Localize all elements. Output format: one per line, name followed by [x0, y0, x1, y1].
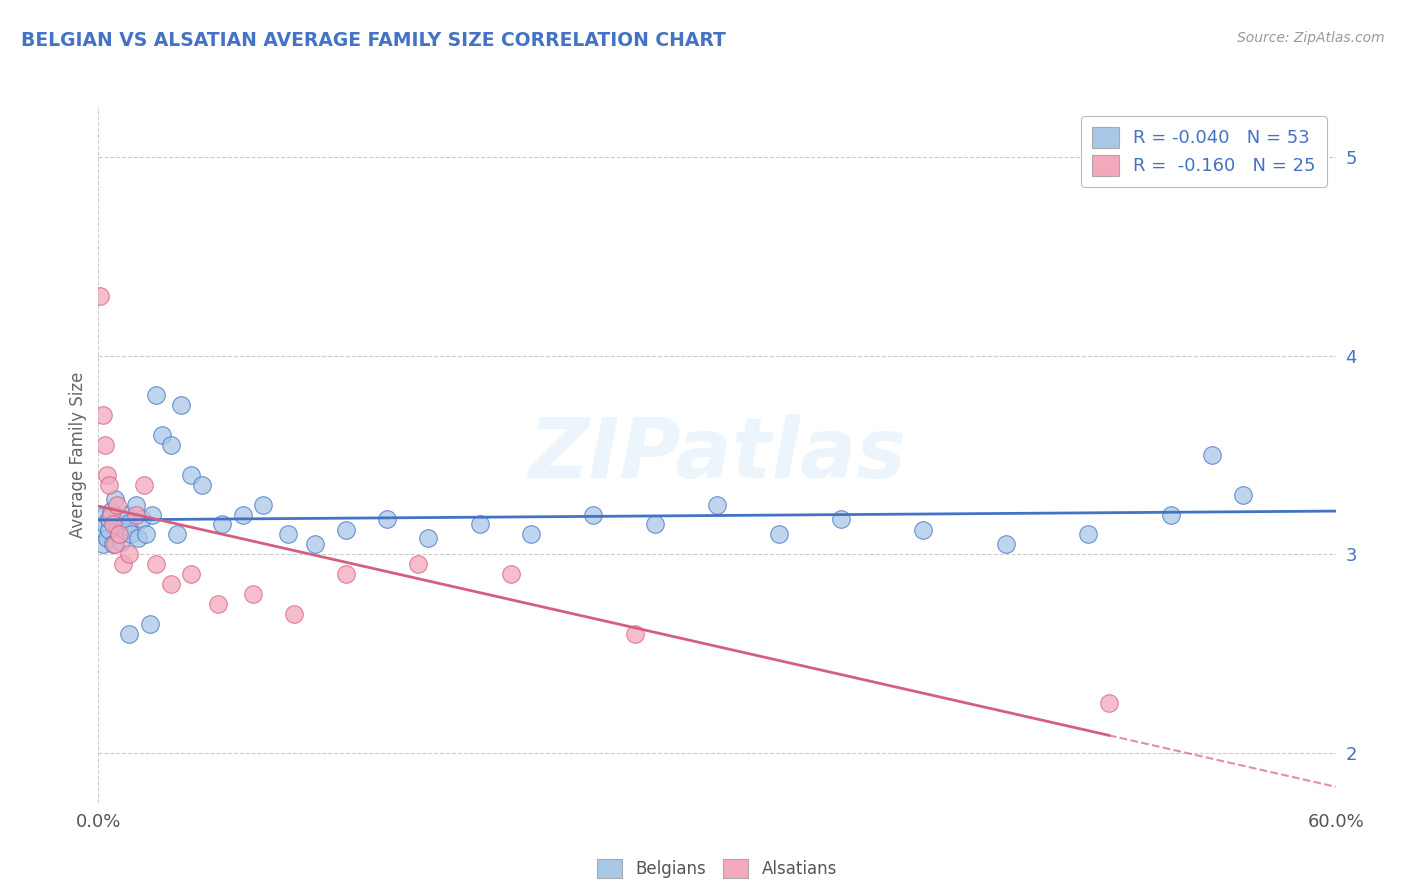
Point — [91, 537, 114, 551]
Point — [768, 527, 790, 541]
Point — [131, 511, 153, 525]
Point — [120, 527, 142, 541]
Point — [375, 511, 398, 525]
Point — [89, 289, 111, 303]
Text: Source: ZipAtlas.com: Source: ZipAtlas.com — [1237, 31, 1385, 45]
Point — [132, 477, 155, 491]
Point — [91, 408, 114, 422]
Point — [1098, 697, 1121, 711]
Point — [104, 537, 127, 551]
Point — [114, 524, 136, 538]
Point — [145, 388, 167, 402]
Point — [108, 527, 131, 541]
Point — [145, 558, 167, 572]
Point — [406, 558, 429, 572]
Point — [104, 491, 127, 506]
Point — [101, 517, 124, 532]
Point — [93, 508, 115, 522]
Point — [110, 535, 132, 549]
Point — [912, 524, 935, 538]
Point — [1077, 527, 1099, 541]
Y-axis label: Average Family Size: Average Family Size — [69, 372, 87, 538]
Point — [468, 517, 491, 532]
Point — [93, 438, 115, 452]
Point — [118, 547, 141, 561]
Text: ZIPatlas: ZIPatlas — [529, 415, 905, 495]
Point — [97, 511, 120, 525]
Point — [159, 577, 181, 591]
Point — [108, 527, 131, 541]
Point — [124, 498, 146, 512]
Point — [180, 467, 202, 482]
Point — [135, 527, 157, 541]
Point — [644, 517, 666, 532]
Point — [232, 508, 254, 522]
Point — [100, 508, 122, 522]
Point — [242, 587, 264, 601]
Point — [96, 467, 118, 482]
Point — [97, 477, 120, 491]
Point — [211, 517, 233, 532]
Point — [283, 607, 305, 621]
Point — [105, 498, 128, 512]
Point — [830, 511, 852, 525]
Point — [112, 558, 135, 572]
Point — [150, 428, 173, 442]
Point — [170, 398, 193, 412]
Point — [277, 527, 299, 541]
Point — [117, 508, 139, 522]
Point — [335, 567, 357, 582]
Point — [139, 616, 162, 631]
Text: BELGIAN VS ALSATIAN AVERAGE FAMILY SIZE CORRELATION CHART: BELGIAN VS ALSATIAN AVERAGE FAMILY SIZE … — [21, 31, 725, 50]
Point — [118, 627, 141, 641]
Point — [207, 597, 229, 611]
Point — [101, 537, 124, 551]
Point — [252, 498, 274, 512]
Point — [93, 517, 115, 532]
Point — [1201, 448, 1223, 462]
Point — [141, 508, 163, 522]
Point — [706, 498, 728, 512]
Point — [418, 532, 440, 546]
Point — [1160, 508, 1182, 522]
Legend: Belgians, Alsatians: Belgians, Alsatians — [591, 853, 844, 885]
Point — [994, 537, 1017, 551]
Point — [304, 537, 326, 551]
Point — [97, 524, 120, 538]
Point — [166, 527, 188, 541]
Point — [499, 567, 522, 582]
Point — [159, 438, 181, 452]
Point — [96, 532, 118, 546]
Point — [89, 527, 111, 541]
Point — [112, 511, 135, 525]
Point — [582, 508, 605, 522]
Point — [623, 627, 645, 641]
Point — [105, 519, 128, 533]
Point — [100, 503, 122, 517]
Point — [1232, 488, 1254, 502]
Point — [124, 508, 146, 522]
Point — [118, 516, 141, 530]
Point — [520, 527, 543, 541]
Point — [127, 532, 149, 546]
Point — [180, 567, 202, 582]
Point — [335, 524, 357, 538]
Point — [190, 477, 212, 491]
